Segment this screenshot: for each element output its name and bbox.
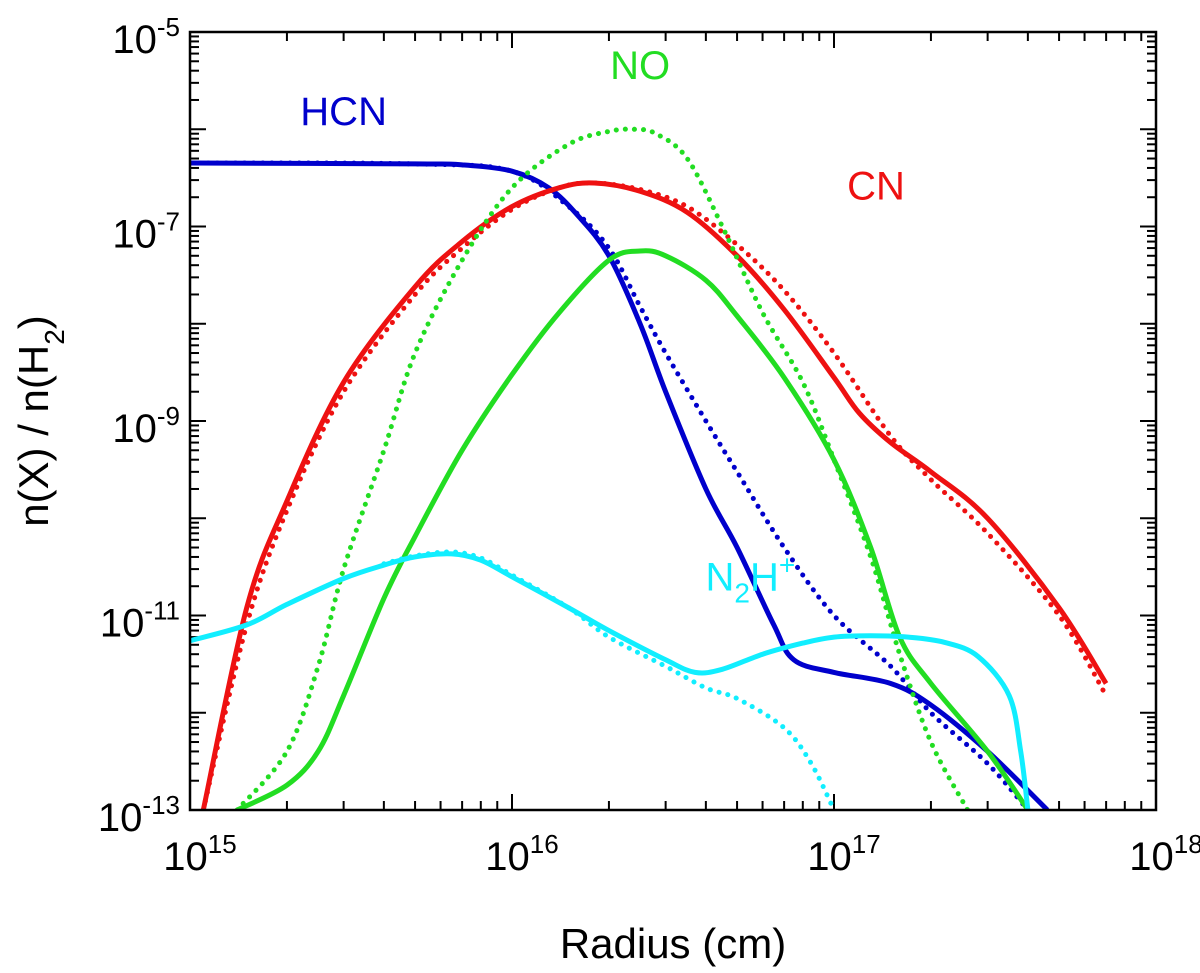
series-n2hplus-solid [190,551,1031,810]
y-tick-label: 10-11 [100,596,180,646]
series-cn-dotted [200,180,1109,810]
series-label-nh: N2H+ [706,550,796,609]
series-label-hcn: HCN [300,90,387,134]
series-layer [190,126,1109,810]
series-no-solid [235,248,1030,810]
series-label-no: NO [610,44,670,88]
series-label-cn: CN [847,164,905,208]
series-n2hplus-dotted [381,549,837,810]
series-cn-solid [200,180,1109,810]
plot-frame [188,30,1158,812]
x-tick-label: 1015 [163,829,236,879]
x-axis-title: Radius (cm) [560,920,786,967]
y-axis-title-group: n(X) / n(H2) [10,315,70,527]
y-tick-label: 10-7 [112,207,180,257]
series-annotations: HCN NO CN N2H+ [300,44,905,609]
series-no-dotted [234,126,971,810]
y-axis-title: n(X) / n(H2) [10,315,70,527]
axis-ticks [189,32,1156,811]
y-tick-label: 10-9 [112,401,180,451]
y-tick-label: 10-5 [112,12,180,62]
x-tick-label: 1017 [807,829,880,879]
x-tick-label: 1018 [1129,829,1200,879]
x-tick-label: 1016 [485,829,558,879]
tick-labels: 1015 1016 1017 1018 10-5 10-7 10-9 10-11 10-13 [98,12,1200,879]
y-tick-label: 10-13 [98,790,180,840]
